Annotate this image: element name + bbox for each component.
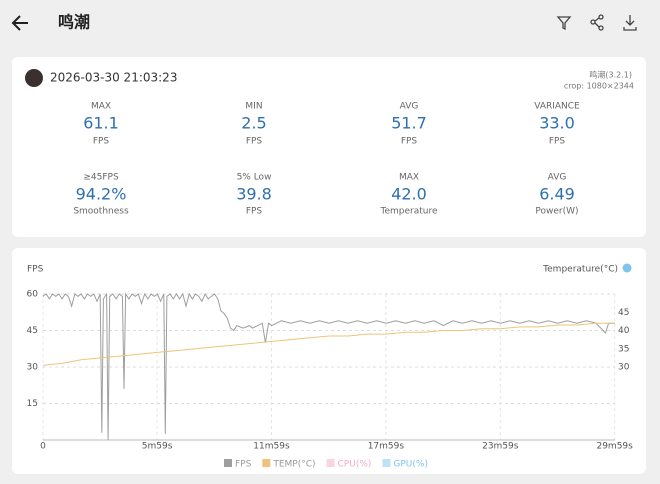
summary-card: [12, 57, 646, 237]
avatar: [25, 69, 43, 87]
x-tick-label: 0: [40, 442, 46, 452]
y2-axis-label: Temperature(°C): [542, 265, 618, 275]
legend-swatch: [326, 459, 335, 467]
y-axis-label: FPS: [27, 265, 44, 275]
stat-value: 42.0: [391, 185, 427, 204]
x-tick-label: 11m59s: [253, 442, 290, 452]
x-tick-label: 17m59s: [368, 442, 405, 452]
legend-swatch: [262, 459, 271, 467]
stat-value: 39.8: [236, 185, 272, 204]
info-icon[interactable]: [622, 263, 632, 273]
stat-label: ≥45FPS: [83, 173, 119, 183]
stat-label: MAX: [91, 102, 111, 112]
stat-value: 61.1: [83, 114, 119, 133]
stat-label: VARIANCE: [534, 102, 580, 112]
series-line: [42, 322, 615, 366]
app-version: 鸣潮(3.2.1): [589, 70, 632, 80]
x-tick-label: 29m59s: [596, 442, 633, 452]
y-tick-label: 45: [27, 326, 38, 336]
legend-label: FPS: [235, 460, 252, 470]
stat-value: 94.2%: [76, 185, 127, 204]
stat-value: 33.0: [539, 114, 575, 133]
legend-label: CPU(%): [338, 460, 372, 470]
legend-label: TEMP(°C): [272, 460, 315, 470]
legend-label: GPU(%): [393, 460, 428, 470]
chart-card: [12, 248, 646, 474]
stat-label: MAX: [399, 173, 419, 183]
x-tick-label: 5m59s: [142, 442, 173, 452]
stat-value: 2.5: [241, 114, 266, 133]
y2-tick-label: 40: [618, 326, 630, 336]
stat-value: 6.49: [539, 185, 575, 204]
stat-unit: FPS: [549, 137, 566, 147]
timestamp: 2026-03-30 21:03:23: [50, 71, 177, 85]
stat-label: AVG: [400, 102, 419, 112]
share-icon[interactable]: [590, 14, 604, 31]
y-tick-label: 60: [27, 290, 39, 300]
back-button[interactable]: [11, 15, 28, 31]
stat-unit: Temperature: [379, 207, 437, 217]
y-tick-label: 15: [27, 399, 38, 409]
page-title: 鸣潮: [58, 13, 90, 32]
y2-tick-label: 45: [618, 308, 629, 318]
x-tick-label: 23m59s: [482, 442, 519, 452]
y-tick-label: 30: [27, 363, 39, 373]
stats-grid: MAX 61.1 FPS MIN 2.5 FPS AVG 51.7 FPS VARIANCE 33.…: [73, 102, 580, 217]
stat-unit: FPS: [246, 137, 263, 147]
series-line: [42, 292, 615, 441]
stat-label: MIN: [245, 102, 262, 112]
stat-unit: FPS: [93, 137, 110, 147]
stat-value: 51.7: [391, 114, 427, 133]
stat-unit: FPS: [401, 137, 418, 147]
stat-unit: Smoothness: [73, 207, 129, 217]
legend-swatch: [382, 459, 391, 467]
y2-tick-label: 30: [618, 363, 630, 373]
stat-label: 5% Low: [237, 173, 272, 183]
stat-unit: FPS: [246, 207, 263, 217]
stat-unit: Power(W): [535, 207, 578, 217]
y2-tick-label: 35: [618, 344, 629, 354]
crop-info: crop: 1080×2344: [564, 82, 634, 91]
stat-label: AVG: [548, 173, 567, 183]
plot: 15 30 45 60 30 35 40 45 0 5m59s 11m59s 17m59s 23m59s…: [27, 290, 634, 470]
filter-icon[interactable]: [556, 16, 572, 31]
download-icon[interactable]: [623, 15, 637, 31]
legend-swatch: [224, 459, 232, 467]
